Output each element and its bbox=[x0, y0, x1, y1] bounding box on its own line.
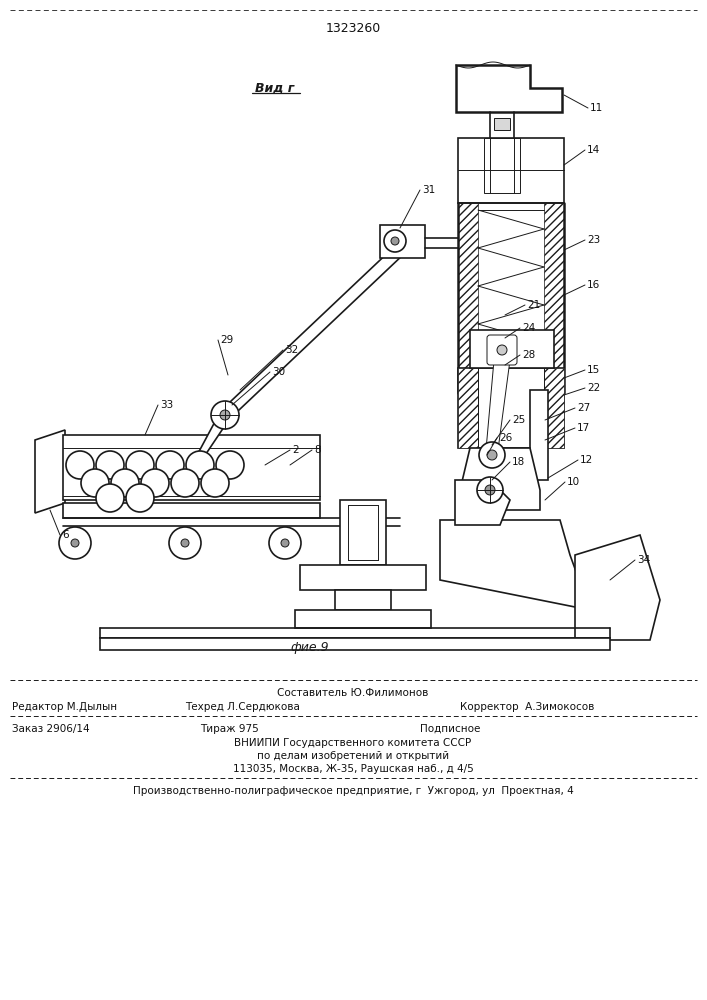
Text: 28: 28 bbox=[522, 350, 535, 360]
Text: 11: 11 bbox=[590, 103, 603, 113]
Circle shape bbox=[181, 539, 189, 547]
Polygon shape bbox=[575, 535, 660, 640]
Bar bbox=[458, 368, 564, 448]
Text: 26: 26 bbox=[499, 433, 513, 443]
Text: 31: 31 bbox=[422, 185, 436, 195]
Text: Вид г: Вид г bbox=[255, 82, 294, 95]
Circle shape bbox=[71, 539, 79, 547]
Bar bbox=[458, 203, 478, 393]
Polygon shape bbox=[193, 411, 229, 467]
Circle shape bbox=[59, 527, 91, 559]
Text: по делам изобретений и открытий: по делам изобретений и открытий bbox=[257, 751, 449, 761]
Text: 33: 33 bbox=[160, 400, 173, 410]
Circle shape bbox=[111, 469, 139, 497]
Text: 14: 14 bbox=[587, 145, 600, 155]
Bar bbox=[544, 368, 564, 448]
FancyBboxPatch shape bbox=[487, 335, 517, 365]
Circle shape bbox=[66, 451, 94, 479]
Text: ВНИИПИ Государственного комитета СССР: ВНИИПИ Государственного комитета СССР bbox=[235, 738, 472, 748]
Text: 2: 2 bbox=[292, 445, 298, 455]
Text: 29: 29 bbox=[220, 335, 233, 345]
Polygon shape bbox=[380, 225, 425, 258]
Bar bbox=[458, 368, 478, 448]
Circle shape bbox=[479, 442, 505, 468]
Polygon shape bbox=[486, 360, 510, 450]
Text: 113035, Москва, Ж-35, Раушская наб., д 4/5: 113035, Москва, Ж-35, Раушская наб., д 4… bbox=[233, 764, 474, 774]
Text: Заказ 2906/14: Заказ 2906/14 bbox=[12, 724, 90, 734]
Circle shape bbox=[96, 484, 124, 512]
Text: 1323260: 1323260 bbox=[325, 21, 380, 34]
Circle shape bbox=[96, 451, 124, 479]
Circle shape bbox=[281, 539, 289, 547]
Text: 34: 34 bbox=[637, 555, 650, 565]
Bar bbox=[458, 138, 564, 203]
Circle shape bbox=[216, 451, 244, 479]
Text: Техред Л.Сердюкова: Техред Л.Сердюкова bbox=[185, 702, 300, 712]
Circle shape bbox=[171, 469, 199, 497]
Text: 32: 32 bbox=[285, 345, 298, 355]
Circle shape bbox=[220, 410, 230, 420]
Circle shape bbox=[391, 237, 399, 245]
Bar bbox=[494, 118, 510, 130]
Polygon shape bbox=[35, 430, 65, 513]
Text: 15: 15 bbox=[587, 365, 600, 375]
Text: 23: 23 bbox=[587, 235, 600, 245]
Text: 25: 25 bbox=[512, 415, 525, 425]
Bar bbox=[340, 500, 386, 565]
Bar bbox=[63, 503, 320, 518]
Bar bbox=[470, 330, 554, 368]
Bar bbox=[300, 565, 426, 590]
Bar bbox=[484, 138, 520, 193]
Text: 22: 22 bbox=[587, 383, 600, 393]
Circle shape bbox=[81, 469, 109, 497]
Circle shape bbox=[141, 469, 169, 497]
Circle shape bbox=[186, 451, 214, 479]
Circle shape bbox=[126, 484, 154, 512]
Circle shape bbox=[477, 477, 503, 503]
Text: 21: 21 bbox=[527, 300, 540, 310]
Text: Производственно-полиграфическое предприятие, г  Ужгород, ул  Проектная, 4: Производственно-полиграфическое предприя… bbox=[133, 786, 573, 796]
Circle shape bbox=[126, 451, 154, 479]
Text: 10: 10 bbox=[567, 477, 580, 487]
Text: Редактор М.Дылын: Редактор М.Дылын bbox=[12, 702, 117, 712]
Circle shape bbox=[211, 401, 239, 429]
Polygon shape bbox=[460, 448, 540, 510]
Circle shape bbox=[384, 230, 406, 252]
Circle shape bbox=[201, 469, 229, 497]
Circle shape bbox=[497, 345, 507, 355]
Text: 30: 30 bbox=[272, 367, 285, 377]
Circle shape bbox=[269, 527, 301, 559]
Bar bbox=[544, 203, 564, 393]
Polygon shape bbox=[530, 390, 548, 480]
Text: 27: 27 bbox=[577, 403, 590, 413]
Text: 6: 6 bbox=[62, 530, 69, 540]
Text: 24: 24 bbox=[522, 323, 535, 333]
Text: 18: 18 bbox=[512, 457, 525, 467]
Text: Тираж 975: Тираж 975 bbox=[200, 724, 259, 734]
Text: фие.9: фие.9 bbox=[291, 642, 329, 654]
Bar bbox=[295, 610, 431, 628]
Circle shape bbox=[169, 527, 201, 559]
Polygon shape bbox=[440, 520, 590, 610]
Circle shape bbox=[485, 485, 495, 495]
Polygon shape bbox=[221, 236, 414, 419]
Text: 17: 17 bbox=[577, 423, 590, 433]
Bar bbox=[100, 638, 610, 650]
Text: Составитель Ю.Филимонов: Составитель Ю.Филимонов bbox=[277, 688, 428, 698]
Polygon shape bbox=[455, 480, 510, 525]
Bar bbox=[335, 590, 391, 610]
Text: Подписное: Подписное bbox=[420, 724, 480, 734]
Text: 16: 16 bbox=[587, 280, 600, 290]
Text: Корректор  А.Зимокосов: Корректор А.Зимокосов bbox=[460, 702, 595, 712]
Circle shape bbox=[156, 451, 184, 479]
Text: 12: 12 bbox=[580, 455, 593, 465]
Bar bbox=[63, 435, 320, 500]
Circle shape bbox=[487, 450, 497, 460]
Text: 8: 8 bbox=[314, 445, 321, 455]
Polygon shape bbox=[456, 65, 562, 112]
